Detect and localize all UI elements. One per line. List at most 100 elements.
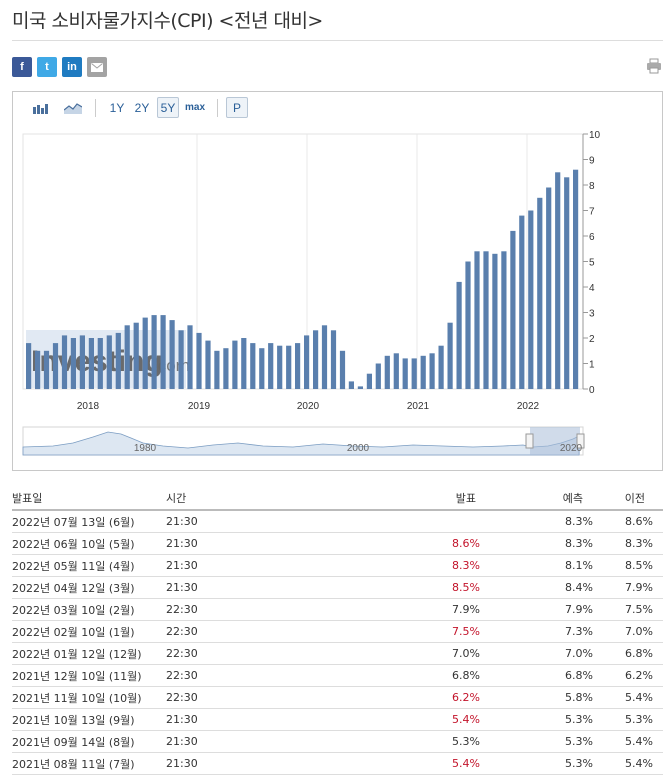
row-previous: 7.0% xyxy=(601,620,663,643)
chart-container: 1Y 2Y 5Y max P Investing .com 0123456789… xyxy=(12,91,663,471)
row-time: 21:30 xyxy=(164,554,226,577)
row-time: 22:30 xyxy=(164,642,226,665)
bar xyxy=(321,325,328,390)
bar xyxy=(106,335,112,389)
header-previous: 이전 xyxy=(601,486,663,511)
row-previous: 6.8% xyxy=(601,642,663,665)
area-chart-toggle[interactable] xyxy=(61,97,85,118)
bar xyxy=(330,330,337,389)
bar xyxy=(474,251,480,389)
linkedin-share-button[interactable]: in xyxy=(62,57,82,77)
row-forecast: 5.3% xyxy=(488,752,601,775)
bar xyxy=(465,261,471,389)
x-tick-label: 2022 xyxy=(517,401,540,412)
bar xyxy=(259,348,265,389)
row-actual: 6.8% xyxy=(226,664,488,687)
email-icon xyxy=(91,62,103,72)
y-tick-label: 9 xyxy=(589,156,595,167)
row-forecast: 8.3% xyxy=(488,532,601,555)
bar xyxy=(501,251,507,389)
table-row: 2021년 12월 10일 (11월) 22:30 6.8% 6.8% 6.2% xyxy=(12,664,663,687)
x-tick-label: 2018 xyxy=(77,401,100,412)
row-time: 21:30 xyxy=(164,708,226,731)
row-date: 2022년 05월 11일 (4월) xyxy=(12,554,164,577)
toolbar-separator xyxy=(95,99,96,117)
y-tick-label: 4 xyxy=(589,283,595,294)
row-time: 21:30 xyxy=(164,752,226,775)
row-previous: 7.9% xyxy=(601,576,663,599)
row-previous: 6.2% xyxy=(601,664,663,687)
bar xyxy=(357,386,363,389)
y-tick-label: 0 xyxy=(589,385,595,396)
email-share-button[interactable] xyxy=(87,57,107,77)
bar xyxy=(564,177,570,389)
row-date: 2021년 11월 10일 (10월) xyxy=(12,686,164,709)
bar xyxy=(133,322,139,389)
bar xyxy=(456,281,462,389)
row-previous: 8.5% xyxy=(601,554,663,577)
row-previous: 5.4% xyxy=(601,686,663,709)
bar xyxy=(537,197,543,390)
range-1y-button[interactable]: 1Y xyxy=(109,100,125,115)
bar xyxy=(438,345,444,389)
table-row: 2021년 10월 13일 (9월) 21:30 5.4% 5.3% 5.3% xyxy=(12,708,663,731)
row-forecast: 8.1% xyxy=(488,554,601,577)
bar xyxy=(304,335,310,389)
release-history-table: 발표일 시간 발표 예측 이전 2022년 07월 13일 (6월) 21:30 8… xyxy=(12,486,663,775)
bar xyxy=(411,358,417,389)
p-button[interactable]: P xyxy=(226,97,248,118)
range-navigator[interactable]: 1980 2000 2020 xyxy=(22,426,585,456)
table-row: 2022년 06월 10일 (5월) 21:30 8.6% 8.3% 8.3% xyxy=(12,532,663,555)
y-tick-label: 7 xyxy=(589,207,595,218)
header-date: 발표일 xyxy=(12,486,164,511)
row-actual: 5.4% xyxy=(226,708,488,731)
row-actual: 6.2% xyxy=(226,686,488,709)
bar xyxy=(115,332,121,389)
bar xyxy=(555,172,561,390)
bar xyxy=(178,330,184,389)
bar xyxy=(26,343,32,389)
range-max-button[interactable]: max xyxy=(184,102,205,113)
row-time: 21:30 xyxy=(164,576,226,599)
bar xyxy=(339,350,346,390)
range-2y-button[interactable]: 2Y xyxy=(134,100,150,115)
x-tick-label: 2019 xyxy=(188,401,211,412)
table-row: 2022년 07월 13일 (6월) 21:30 8.3% 8.6% xyxy=(12,510,663,533)
bar-chart-toggle[interactable] xyxy=(27,97,55,118)
row-date: 2022년 06월 10일 (5월) xyxy=(12,532,164,555)
row-actual: 8.5% xyxy=(226,576,488,599)
x-tick-label: 2021 xyxy=(407,401,430,412)
navigator-handle-right xyxy=(576,433,585,449)
bar xyxy=(124,325,130,390)
header-time: 시간 xyxy=(164,486,226,511)
row-time: 21:30 xyxy=(164,510,226,533)
printer-icon[interactable] xyxy=(646,58,662,74)
bar xyxy=(447,322,453,389)
row-actual: 5.3% xyxy=(226,730,488,753)
bar xyxy=(169,320,175,389)
bar-chart-icon xyxy=(33,103,48,114)
y-tick-label: 5 xyxy=(589,258,595,269)
row-forecast: 8.3% xyxy=(488,510,601,533)
header-forecast: 예측 xyxy=(488,486,601,511)
range-5y-button[interactable]: 5Y xyxy=(157,97,179,118)
row-actual: 8.6% xyxy=(226,532,488,555)
row-time: 22:30 xyxy=(164,686,226,709)
row-date: 2022년 07월 13일 (6월) xyxy=(12,510,164,533)
bar xyxy=(429,353,435,389)
table-row: 2022년 01월 12일 (12월) 22:30 7.0% 7.0% 6.8% xyxy=(12,642,663,665)
row-previous: 5.3% xyxy=(601,708,663,731)
bar xyxy=(277,345,283,389)
row-forecast: 8.4% xyxy=(488,576,601,599)
navigator-selection xyxy=(530,427,580,455)
twitter-share-button[interactable]: t xyxy=(37,57,57,77)
bar xyxy=(519,215,525,389)
row-actual: 7.5% xyxy=(226,620,488,643)
row-date: 2021년 12월 10일 (11월) xyxy=(12,664,164,687)
row-actual: 5.4% xyxy=(226,752,488,775)
facebook-share-button[interactable]: f xyxy=(12,57,32,77)
row-forecast: 7.9% xyxy=(488,598,601,621)
bar xyxy=(420,355,426,389)
bar xyxy=(160,315,166,389)
